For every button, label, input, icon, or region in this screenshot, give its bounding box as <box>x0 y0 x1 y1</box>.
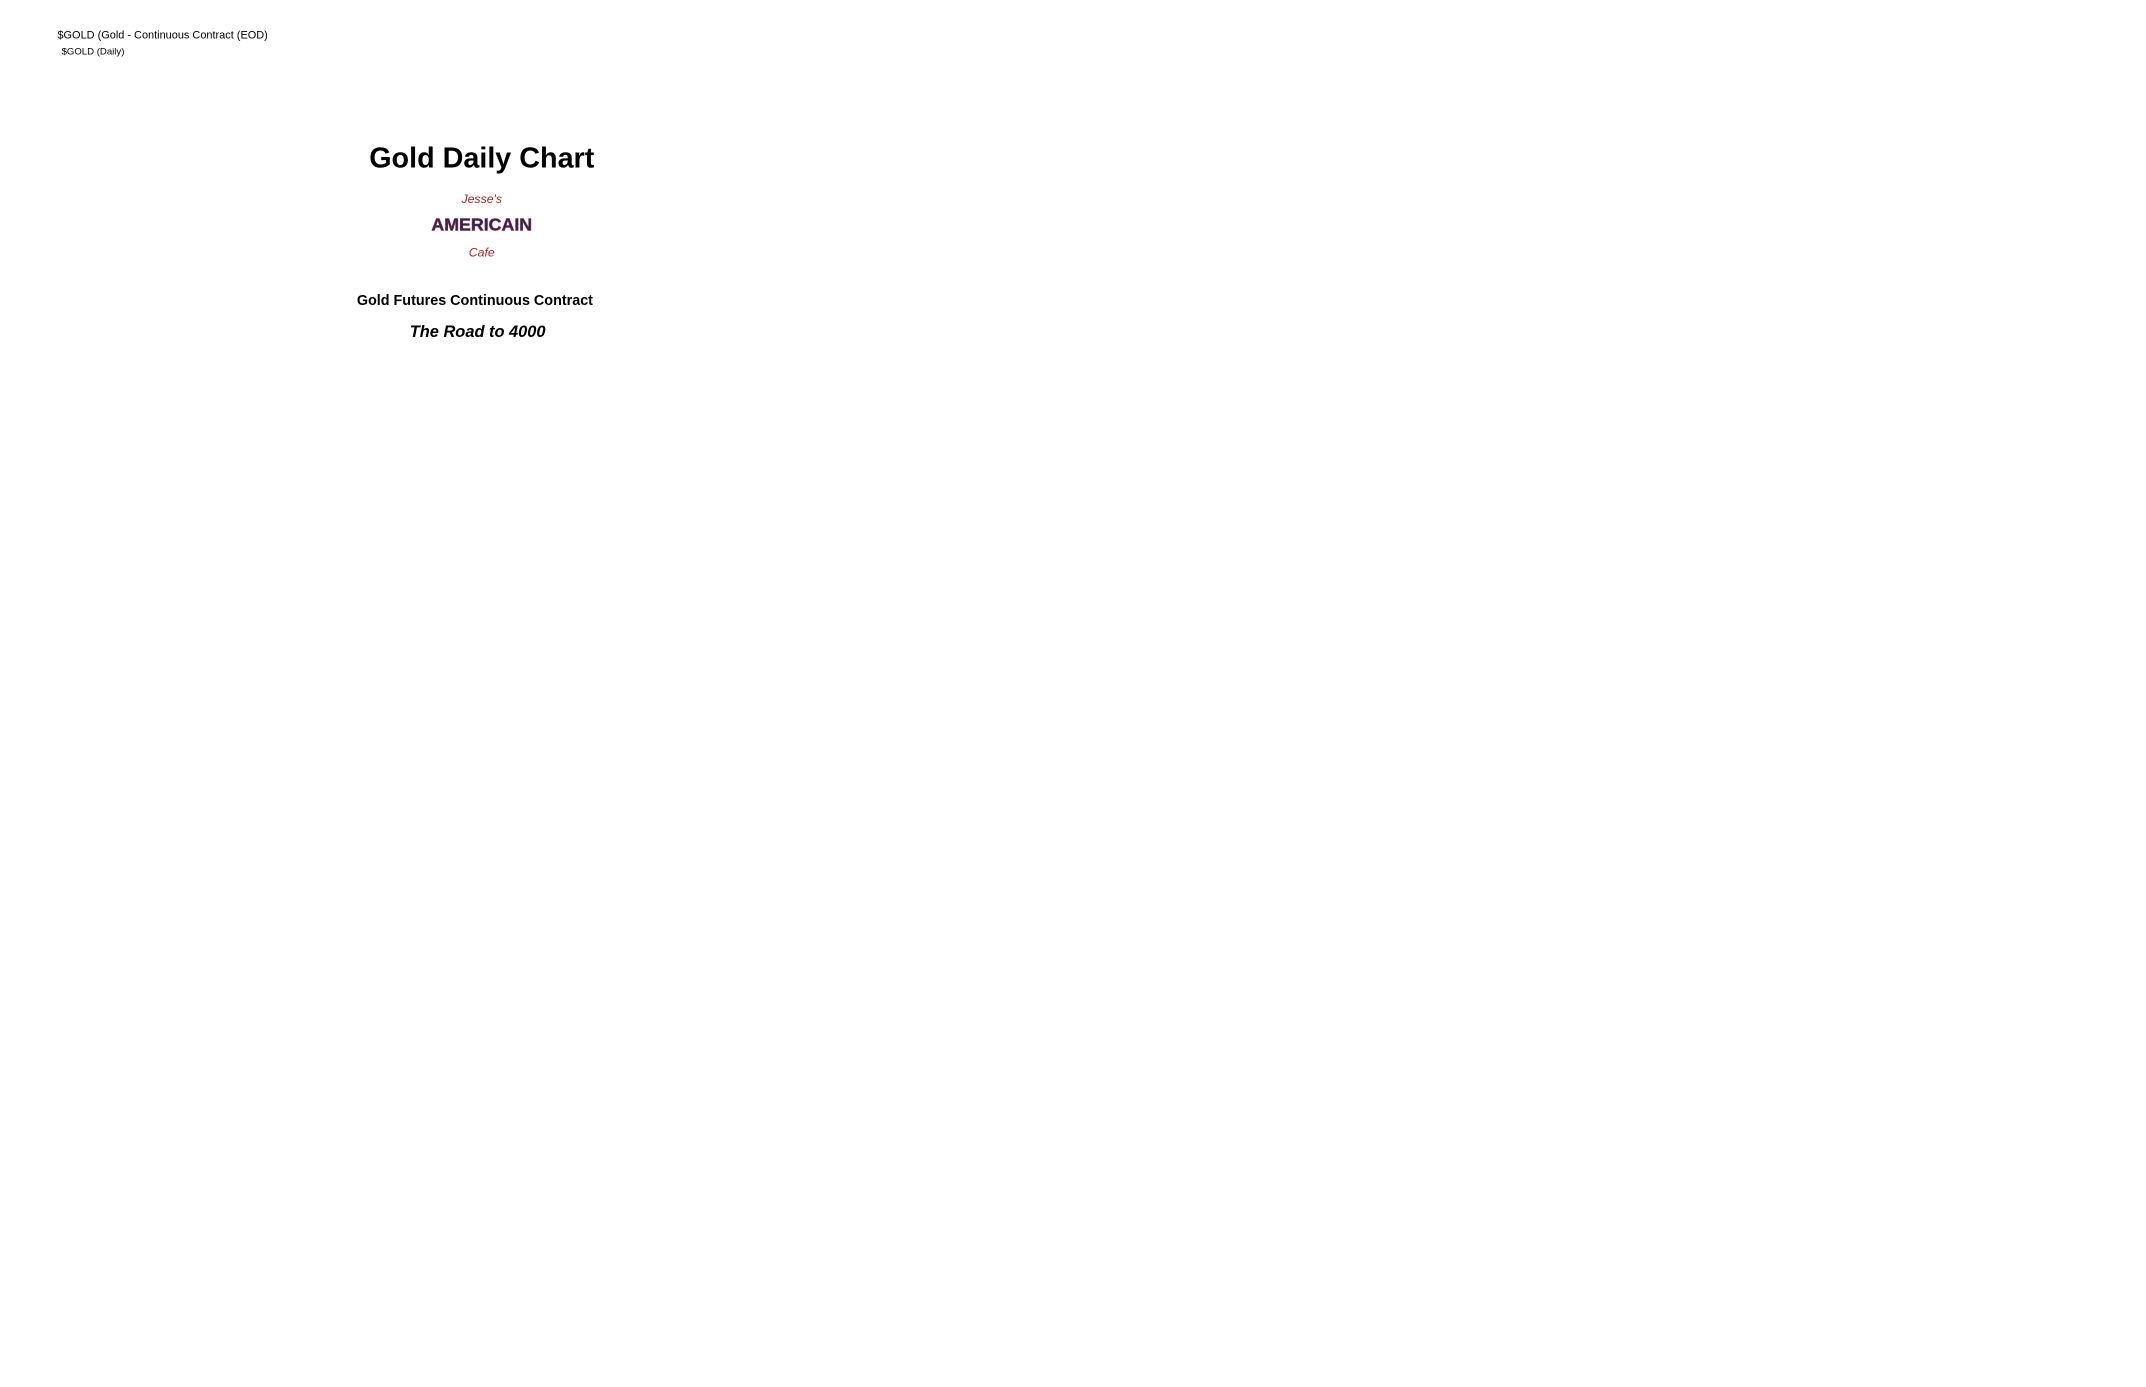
logo-line: AMERICAIN <box>431 215 532 235</box>
logo-line: Cafe <box>469 245 495 259</box>
legend-line: $GOLD (Daily) <box>62 47 125 58</box>
logo-line: Jesse's <box>460 192 502 206</box>
legend-line: $GOLD (Gold - Continuous Contract (EOD) <box>57 29 267 41</box>
tagline: The Road to 4000 <box>410 323 546 341</box>
logo: Jesse's AMERICAIN Cafe <box>431 192 532 259</box>
chart-title: Gold Daily Chart <box>369 143 595 175</box>
title-box <box>283 116 657 348</box>
subtitle: Gold Futures Continuous Contract <box>357 293 593 309</box>
